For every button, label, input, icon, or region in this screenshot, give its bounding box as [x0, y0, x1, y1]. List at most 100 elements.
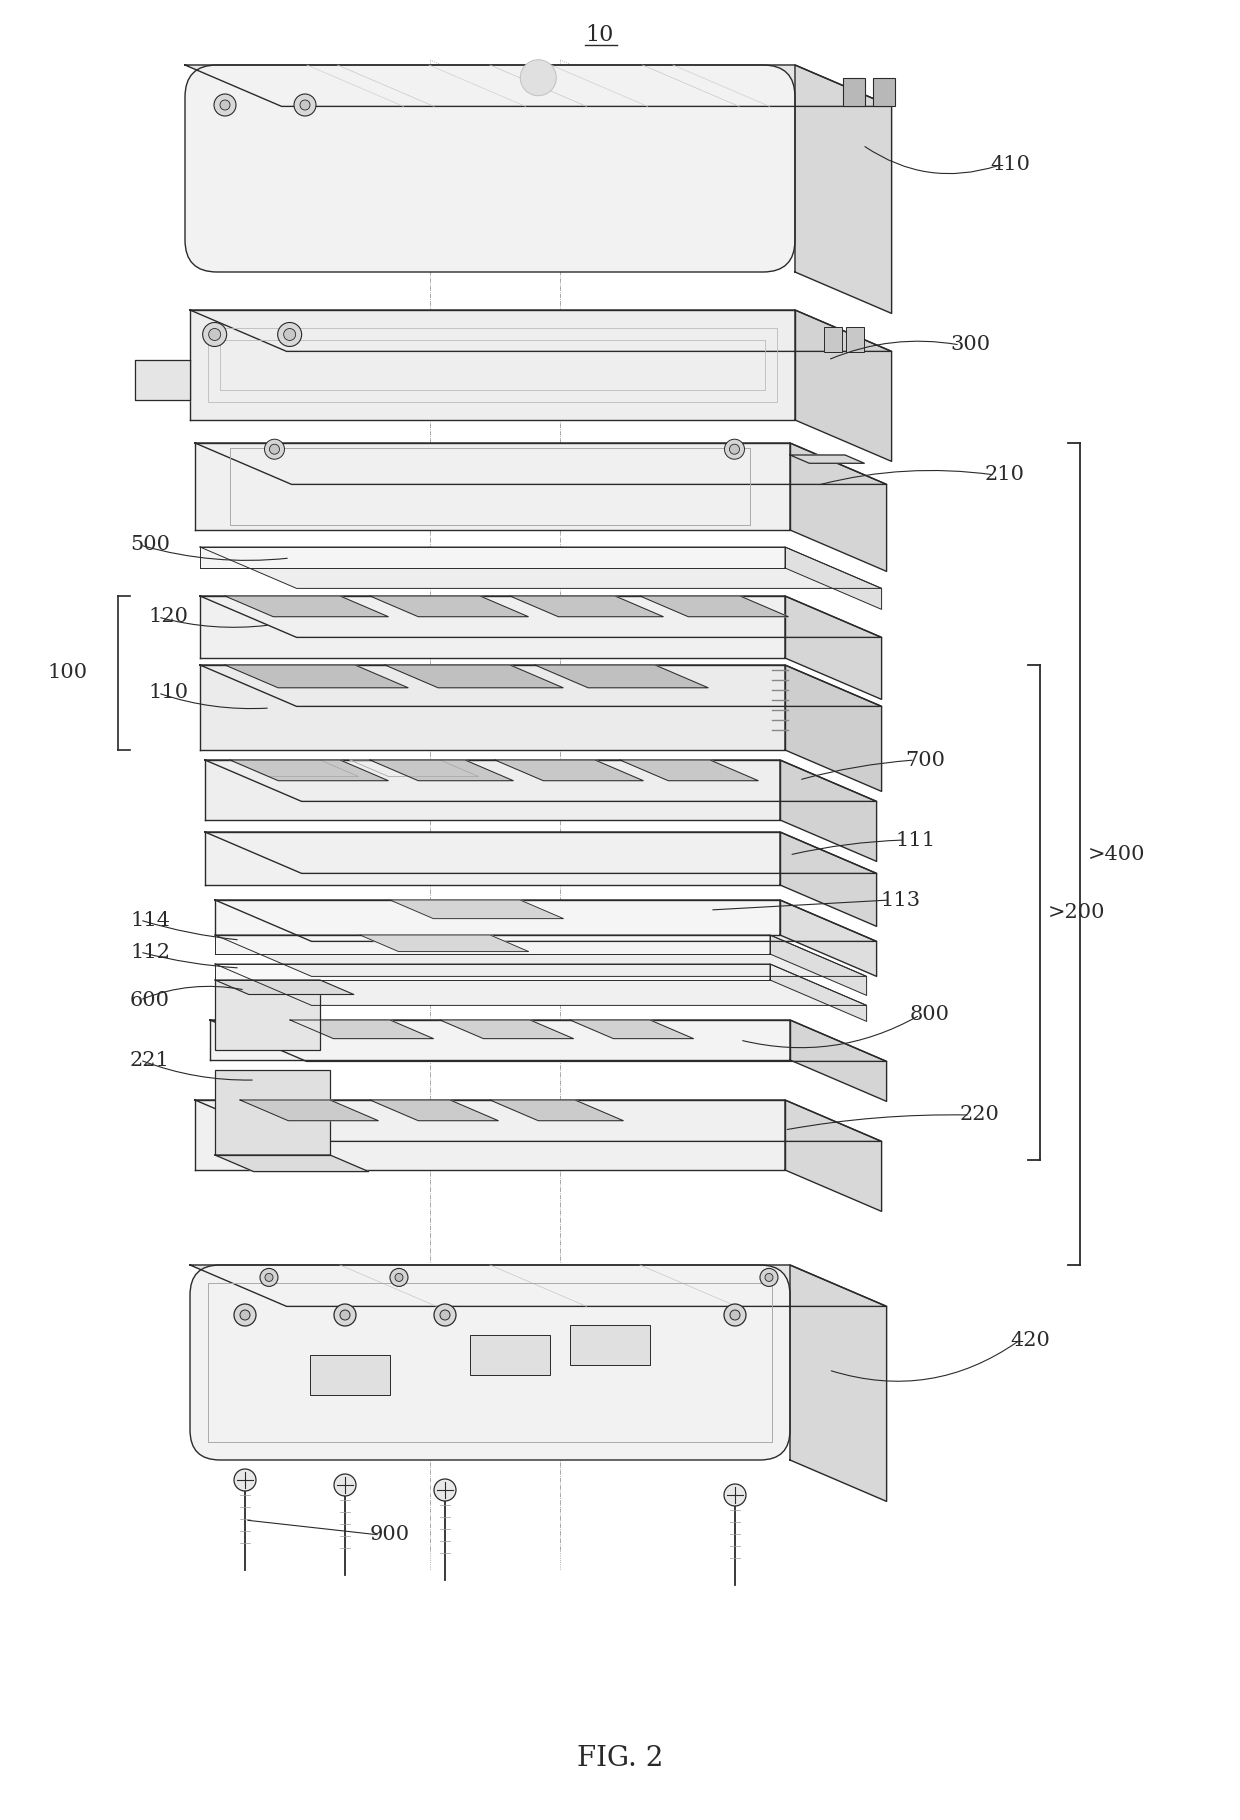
- Polygon shape: [790, 442, 887, 571]
- Text: 120: 120: [148, 608, 188, 626]
- Bar: [843, 78, 866, 106]
- Polygon shape: [795, 309, 892, 462]
- Circle shape: [265, 1274, 273, 1281]
- Polygon shape: [210, 1019, 887, 1061]
- Circle shape: [434, 1303, 456, 1327]
- Polygon shape: [215, 1156, 368, 1172]
- Circle shape: [730, 1310, 740, 1319]
- Polygon shape: [195, 442, 887, 484]
- Bar: [873, 78, 895, 106]
- Polygon shape: [790, 1019, 887, 1101]
- Circle shape: [260, 1269, 278, 1287]
- Polygon shape: [215, 901, 780, 935]
- Circle shape: [724, 439, 744, 459]
- Polygon shape: [790, 455, 864, 464]
- Text: 700: 700: [905, 750, 945, 770]
- Polygon shape: [795, 66, 892, 313]
- Bar: [823, 328, 842, 353]
- Circle shape: [202, 322, 227, 346]
- Text: 111: 111: [895, 830, 935, 850]
- Text: 113: 113: [880, 890, 920, 910]
- Text: 600: 600: [130, 990, 170, 1010]
- Text: 220: 220: [960, 1105, 999, 1125]
- Circle shape: [334, 1303, 356, 1327]
- Polygon shape: [200, 664, 785, 750]
- Circle shape: [294, 95, 316, 116]
- Circle shape: [396, 1274, 403, 1281]
- Polygon shape: [190, 309, 795, 420]
- Polygon shape: [215, 901, 877, 941]
- Polygon shape: [241, 1099, 378, 1121]
- Polygon shape: [200, 548, 882, 588]
- Polygon shape: [229, 761, 388, 781]
- Polygon shape: [785, 664, 882, 792]
- Polygon shape: [200, 595, 882, 637]
- Circle shape: [234, 1469, 255, 1491]
- Circle shape: [215, 95, 236, 116]
- Polygon shape: [200, 664, 882, 706]
- Circle shape: [300, 100, 310, 109]
- Polygon shape: [215, 935, 867, 976]
- Bar: [846, 328, 864, 353]
- Polygon shape: [391, 901, 563, 919]
- Polygon shape: [205, 761, 780, 821]
- Polygon shape: [785, 548, 882, 610]
- Polygon shape: [200, 548, 785, 568]
- Polygon shape: [215, 935, 770, 954]
- Polygon shape: [770, 935, 867, 996]
- Polygon shape: [780, 761, 877, 861]
- Bar: [215, 1070, 330, 1156]
- Circle shape: [521, 60, 557, 96]
- Circle shape: [765, 1274, 773, 1281]
- Circle shape: [434, 1480, 456, 1501]
- Circle shape: [334, 1474, 356, 1496]
- Polygon shape: [210, 1019, 790, 1059]
- Circle shape: [241, 1310, 250, 1319]
- Bar: [310, 1356, 391, 1394]
- Polygon shape: [370, 1099, 498, 1121]
- Circle shape: [219, 100, 229, 109]
- Circle shape: [389, 1269, 408, 1287]
- Polygon shape: [195, 442, 790, 530]
- Bar: [570, 1325, 650, 1365]
- Circle shape: [278, 322, 301, 346]
- Text: 900: 900: [370, 1525, 410, 1545]
- Polygon shape: [620, 761, 759, 781]
- Polygon shape: [370, 595, 528, 617]
- Bar: [215, 979, 320, 1050]
- Circle shape: [264, 439, 284, 459]
- Circle shape: [760, 1269, 777, 1287]
- Text: 410: 410: [990, 155, 1030, 175]
- Polygon shape: [205, 761, 877, 801]
- Bar: [470, 1336, 551, 1374]
- Polygon shape: [780, 832, 877, 926]
- Text: >400: >400: [1087, 844, 1146, 863]
- Circle shape: [724, 1483, 746, 1505]
- Circle shape: [269, 444, 279, 455]
- Polygon shape: [570, 1019, 693, 1039]
- Polygon shape: [205, 832, 877, 874]
- Text: 100: 100: [48, 664, 88, 682]
- Polygon shape: [440, 1019, 573, 1039]
- Polygon shape: [224, 595, 388, 617]
- Polygon shape: [640, 595, 789, 617]
- Polygon shape: [195, 1099, 785, 1170]
- Polygon shape: [360, 935, 528, 952]
- Polygon shape: [770, 965, 867, 1021]
- Polygon shape: [490, 1099, 624, 1121]
- Polygon shape: [534, 664, 708, 688]
- Polygon shape: [780, 901, 877, 976]
- FancyBboxPatch shape: [185, 66, 795, 271]
- Text: 420: 420: [1011, 1330, 1050, 1349]
- Polygon shape: [215, 965, 867, 1005]
- Polygon shape: [785, 1099, 882, 1212]
- Text: >200: >200: [1048, 903, 1106, 921]
- Polygon shape: [215, 965, 770, 979]
- Polygon shape: [185, 66, 892, 106]
- Circle shape: [234, 1303, 255, 1327]
- Polygon shape: [224, 664, 408, 688]
- Polygon shape: [785, 595, 882, 699]
- Text: 110: 110: [148, 684, 188, 703]
- Circle shape: [284, 328, 295, 340]
- Circle shape: [440, 1310, 450, 1319]
